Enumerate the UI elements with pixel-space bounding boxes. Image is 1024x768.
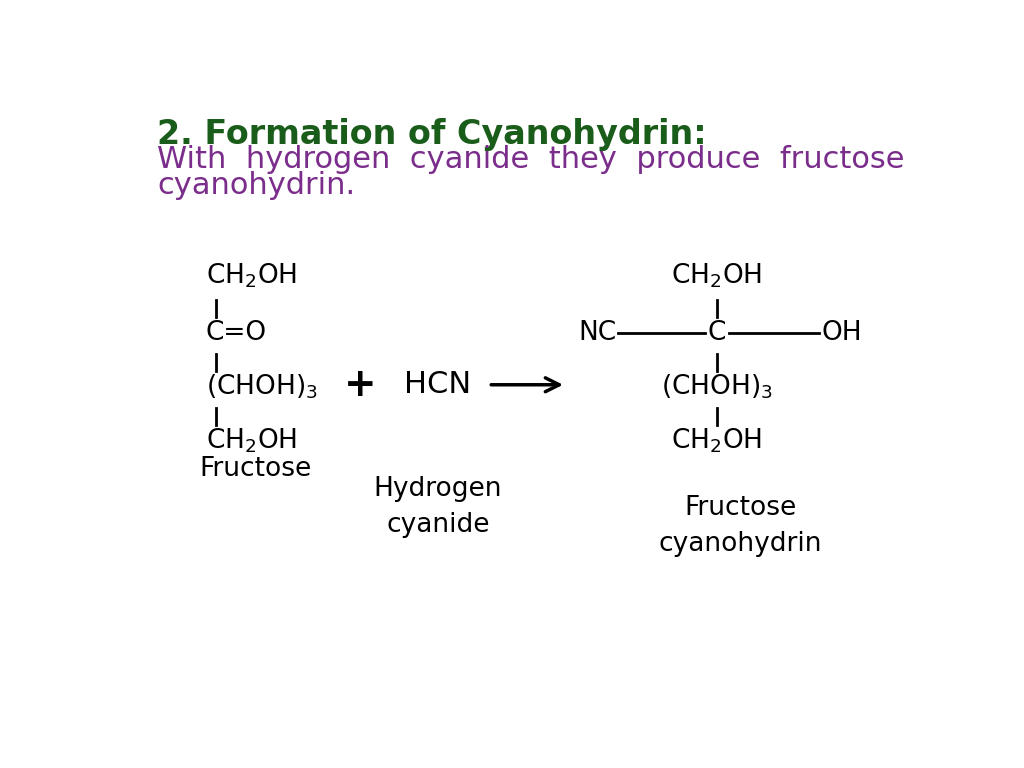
Text: +: +	[344, 366, 377, 404]
Text: (CHOH)$_3$: (CHOH)$_3$	[662, 372, 773, 402]
Text: CH$_2$OH: CH$_2$OH	[672, 427, 763, 455]
Text: Fructose: Fructose	[200, 456, 312, 482]
Text: NC: NC	[579, 320, 616, 346]
Text: With  hydrogen  cyanide  they  produce  fructose: With hydrogen cyanide they produce fruct…	[158, 144, 905, 174]
Text: cyanohydrin.: cyanohydrin.	[158, 170, 355, 200]
Text: CH$_2$OH: CH$_2$OH	[206, 427, 297, 455]
Text: CH$_2$OH: CH$_2$OH	[672, 261, 763, 290]
Text: HCN: HCN	[404, 370, 472, 399]
Text: Fructose
cyanohydrin: Fructose cyanohydrin	[658, 495, 822, 557]
Text: 2. Formation of Cyanohydrin:: 2. Formation of Cyanohydrin:	[158, 118, 708, 151]
Text: C=O: C=O	[206, 320, 266, 346]
Text: C: C	[708, 320, 726, 346]
Text: CH$_2$OH: CH$_2$OH	[206, 261, 297, 290]
Text: (CHOH)$_3$: (CHOH)$_3$	[206, 372, 317, 402]
Text: Hydrogen
cyanide: Hydrogen cyanide	[374, 475, 502, 538]
Text: OH: OH	[821, 320, 862, 346]
